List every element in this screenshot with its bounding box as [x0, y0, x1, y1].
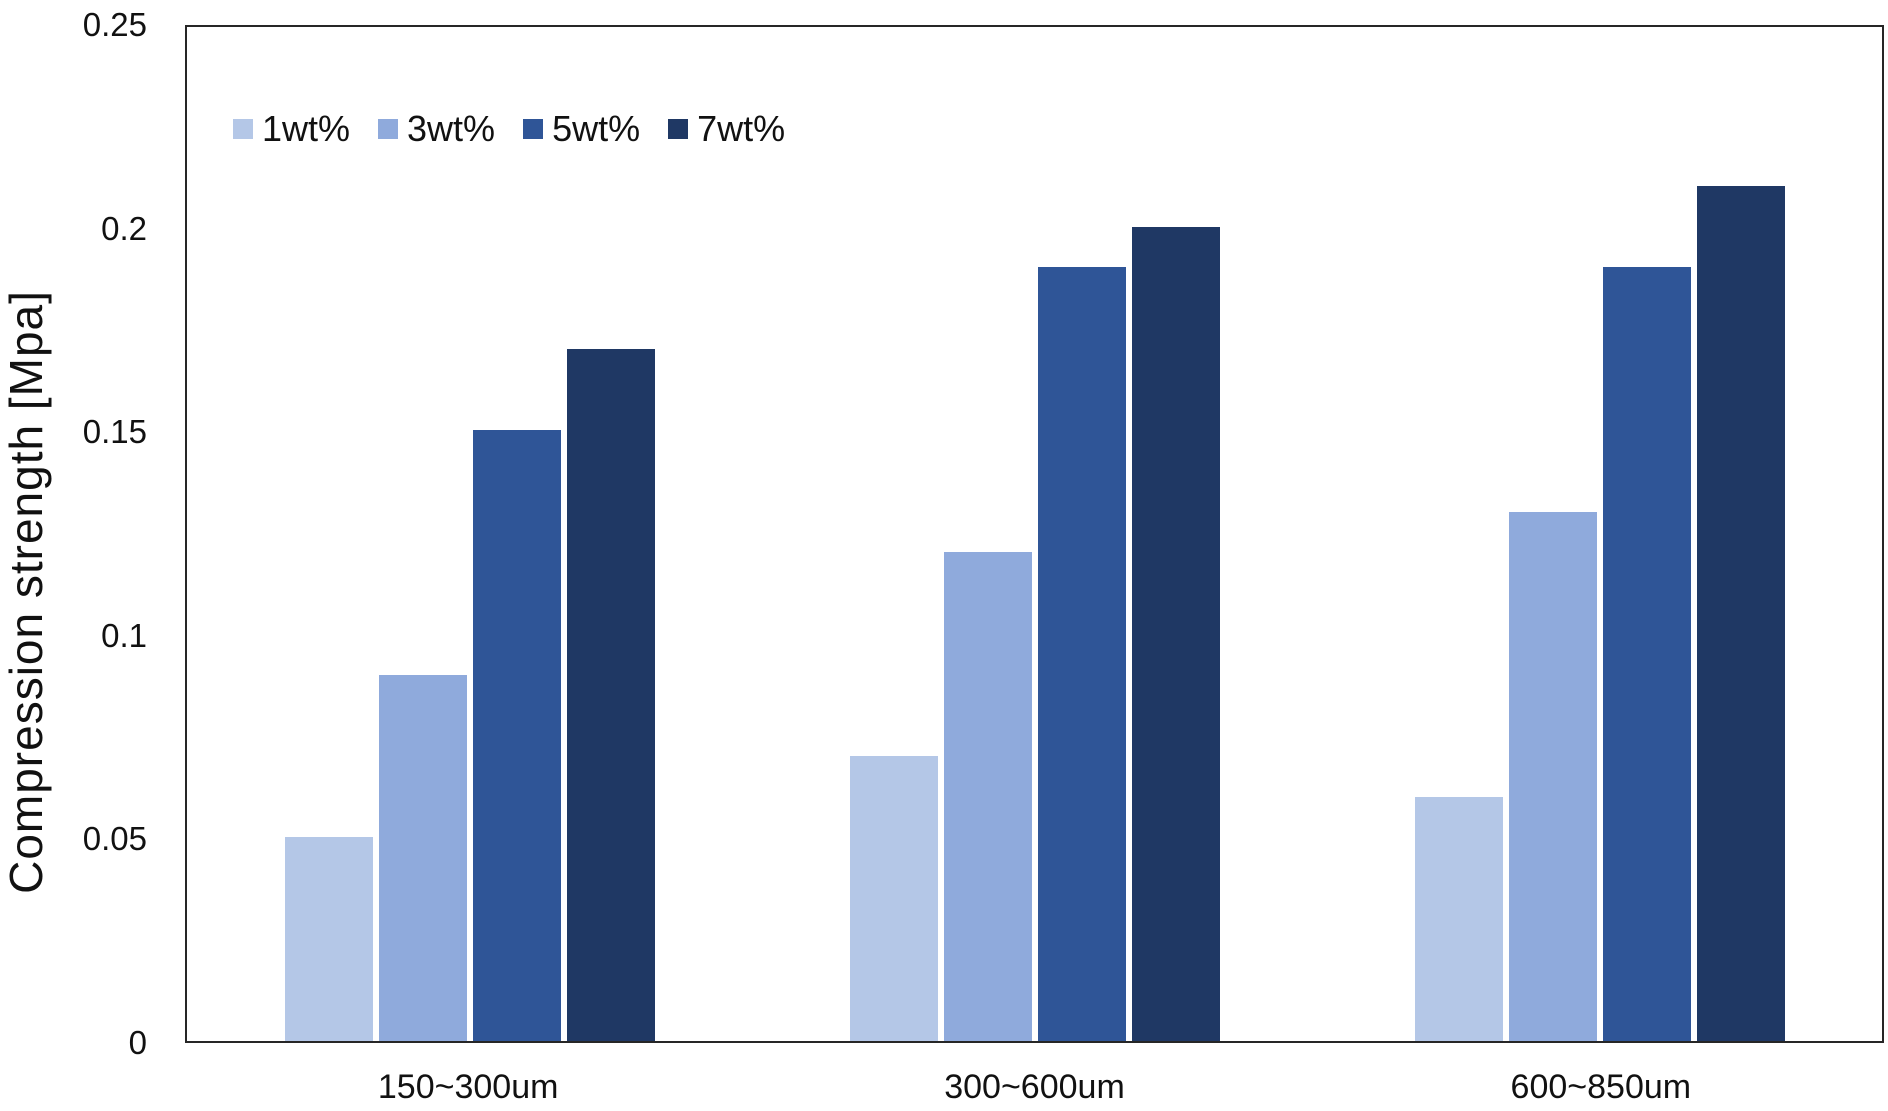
bar-5wt-600-850um: [1602, 267, 1691, 1041]
bars-layer: [187, 27, 1882, 1041]
y-tick-label-0-1: 0.1: [101, 616, 147, 654]
legend-label-7wt: 7wt%: [697, 108, 786, 149]
legend: 1wt% 3wt% 5wt% 7wt%: [233, 108, 785, 150]
y-axis-tick-labels: 0 0.05 0.1 0.15 0.2 0.25: [0, 0, 147, 1111]
legend-item-3wt: 3wt%: [378, 108, 495, 150]
legend-swatch-7wt: [668, 119, 689, 139]
legend-item-5wt: 5wt%: [523, 108, 640, 150]
bar-7wt-300-600um: [1131, 226, 1220, 1041]
bar-5wt-300-600um: [1037, 267, 1126, 1041]
legend-label-5wt: 5wt%: [552, 108, 641, 149]
legend-item-7wt: 7wt%: [668, 108, 785, 150]
legend-swatch-5wt: [523, 119, 544, 139]
y-tick-label-0: 0: [128, 1024, 147, 1061]
x-axis-tick-labels: 150~300um 300~600um 600~850um: [185, 1066, 1884, 1108]
bar-3wt-600-850um: [1508, 511, 1597, 1041]
bar-group-600-850um: [1317, 27, 1882, 1041]
bar-1wt-600-850um: [1414, 796, 1503, 1041]
y-tick-label-0-05: 0.05: [82, 820, 147, 858]
x-axis-label-300-600um: 300~600um: [944, 1068, 1125, 1106]
legend-item-1wt: 1wt%: [233, 108, 350, 150]
legend-label-3wt: 3wt%: [407, 108, 496, 149]
x-axis-label-600-850um: 600~850um: [1510, 1068, 1692, 1106]
bar-3wt-300-600um: [943, 552, 1032, 1041]
bar-5wt-150-300um: [472, 430, 561, 1041]
bar-1wt-300-600um: [849, 755, 938, 1041]
y-tick-label-0-2: 0.2: [101, 209, 147, 247]
plot-area: 1wt% 3wt% 5wt% 7wt%: [185, 25, 1884, 1043]
y-tick-label-0-15: 0.15: [82, 413, 147, 451]
bar-group-150-300um: [187, 27, 752, 1041]
legend-label-1wt: 1wt%: [262, 108, 351, 149]
bar-1wt-150-300um: [284, 837, 373, 1041]
bar-group-300-600um: [752, 27, 1317, 1041]
bar-7wt-150-300um: [566, 348, 655, 1041]
bar-3wt-150-300um: [378, 674, 467, 1041]
x-axis-label-150-300um: 150~300um: [377, 1068, 559, 1106]
bar-7wt-600-850um: [1696, 185, 1785, 1041]
y-tick-label-0-25: 0.25: [82, 6, 147, 43]
legend-swatch-1wt: [233, 119, 253, 139]
legend-swatch-3wt: [378, 119, 399, 139]
